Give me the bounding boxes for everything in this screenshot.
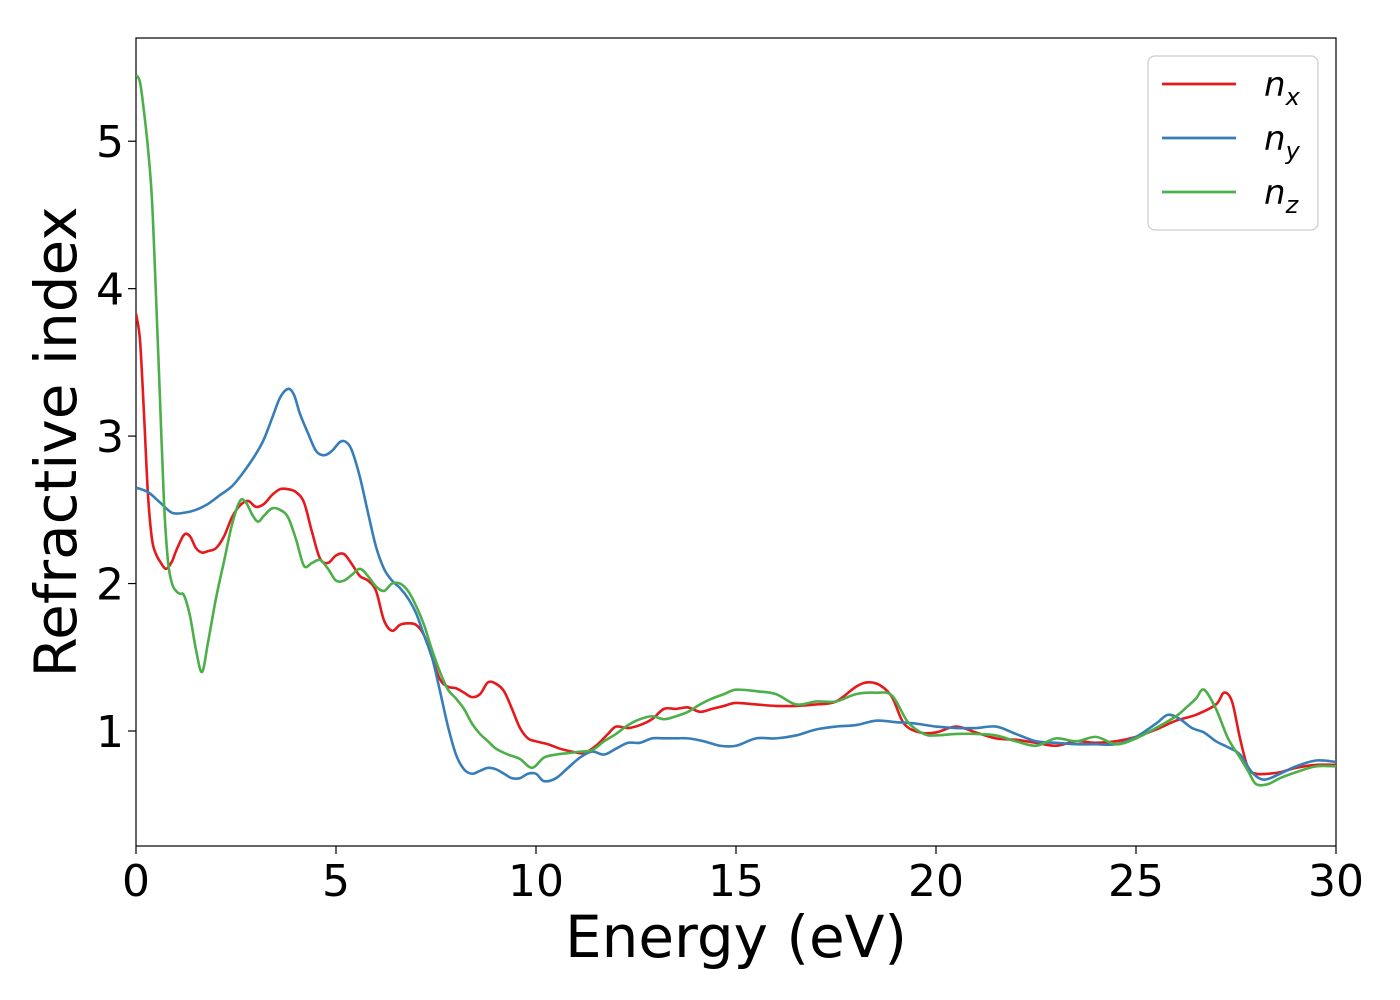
x-axis-title: Energy (eV) <box>565 903 907 971</box>
y-tick-label: 2 <box>96 560 124 611</box>
x-tick-label: 20 <box>908 856 964 907</box>
y-axis-title: Refractive index <box>22 206 90 677</box>
x-tick-label: 25 <box>1108 856 1164 907</box>
x-axis-ticks: 0 5 10 15 20 25 30 <box>122 846 1364 907</box>
legend-label-subscript: y <box>1285 137 1301 165</box>
legend-label-subscript: z <box>1285 191 1300 219</box>
y-axis-ticks: 1 2 3 4 5 <box>96 117 136 758</box>
y-tick-label: 5 <box>96 117 124 168</box>
plot-area <box>135 37 1337 847</box>
series-lines <box>136 74 1336 787</box>
legend-label-ny: ny <box>1264 119 1301 165</box>
legend-label-nz: nz <box>1264 173 1300 219</box>
x-tick-label: 15 <box>708 856 764 907</box>
x-tick-label: 10 <box>508 856 564 907</box>
plot-frame <box>135 37 1337 847</box>
x-tick-label: 5 <box>322 856 350 907</box>
legend-label-base: n <box>1264 119 1286 159</box>
legend-label-base: n <box>1264 173 1286 213</box>
x-tick-label: 0 <box>122 856 150 907</box>
y-tick-label: 3 <box>96 412 124 463</box>
legend-label-base: n <box>1264 65 1286 105</box>
legend-label-nx: nx <box>1264 65 1301 111</box>
legend-label-subscript: x <box>1285 83 1301 111</box>
series-line-ny <box>136 387 1336 783</box>
y-tick-label: 4 <box>96 265 124 316</box>
legend-box <box>1147 55 1319 231</box>
y-tick-label: 1 <box>96 707 124 758</box>
series-line-nz <box>136 74 1336 787</box>
x-tick-label: 30 <box>1308 856 1364 907</box>
